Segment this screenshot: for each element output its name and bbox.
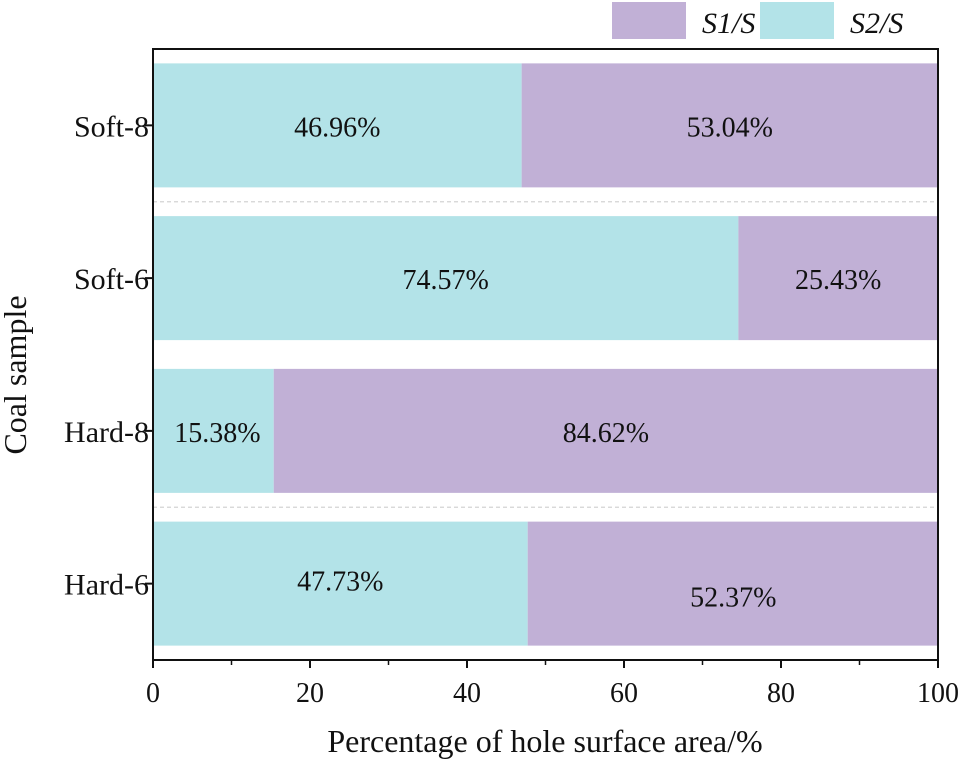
data-label-soft-6-s1-s: 25.43% [795, 265, 881, 296]
y-tick-label-hard-6: Hard-6 [64, 569, 149, 602]
data-label-hard-6-s1-s: 52.37% [690, 583, 776, 614]
bar-hard-8-s1-s [273, 368, 938, 493]
bar-soft-8-s1-s [521, 63, 938, 188]
data-label-soft-8-s2-s: 46.96% [294, 112, 380, 143]
data-label-soft-6-s2-s: 74.57% [403, 265, 489, 296]
value-labels-layer: 46.96% 53.04% 74.57% 25.43% 15.38% 84.62% 47.7… [174, 112, 881, 613]
data-label-soft-8-s1-s: 53.04% [687, 112, 773, 143]
legend-swatch-s2-s [760, 2, 834, 39]
separators-layer [153, 201, 938, 508]
bar-hard-6-s1-s [527, 521, 939, 646]
bar-soft-6-s1-s [738, 216, 938, 341]
bar-hard-8-s2-s [153, 368, 274, 493]
x-axis: 0 20 40 60 80 100 [146, 660, 959, 709]
y-axis: Soft-8 Soft-6 Hard-8 Hard-6 [64, 110, 153, 602]
y-tick-label-hard-8: Hard-8 [64, 416, 149, 449]
x-tick-label-40: 40 [453, 678, 481, 709]
legend-label-s2-s: S2/S [850, 7, 903, 40]
x-tick-label-100: 100 [917, 678, 959, 709]
bar-soft-8-s2-s [153, 63, 522, 188]
data-label-hard-6-s2-s: 47.73% [297, 567, 383, 598]
data-label-hard-8-s2-s: 15.38% [174, 418, 260, 449]
y-axis-label: Coal sample [0, 295, 33, 454]
x-tick-label-0: 0 [146, 678, 160, 709]
legend-swatch-s1-s [612, 2, 686, 39]
x-tick-label-20: 20 [296, 678, 324, 709]
legend: S1/S S2/S [612, 2, 903, 40]
data-label-hard-8-s1-s: 84.62% [563, 418, 649, 449]
legend-label-s1-s: S1/S [702, 7, 755, 40]
bars-layer [153, 63, 939, 646]
x-axis-label: Percentage of hole surface area/% [327, 723, 762, 759]
bar-hard-6-s2-s [153, 521, 528, 646]
x-tick-label-60: 60 [610, 678, 638, 709]
y-tick-label-soft-8: Soft-8 [74, 110, 149, 143]
bar-soft-6-s2-s [153, 216, 739, 341]
y-tick-label-soft-6: Soft-6 [74, 263, 149, 296]
x-tick-label-80: 80 [767, 678, 795, 709]
